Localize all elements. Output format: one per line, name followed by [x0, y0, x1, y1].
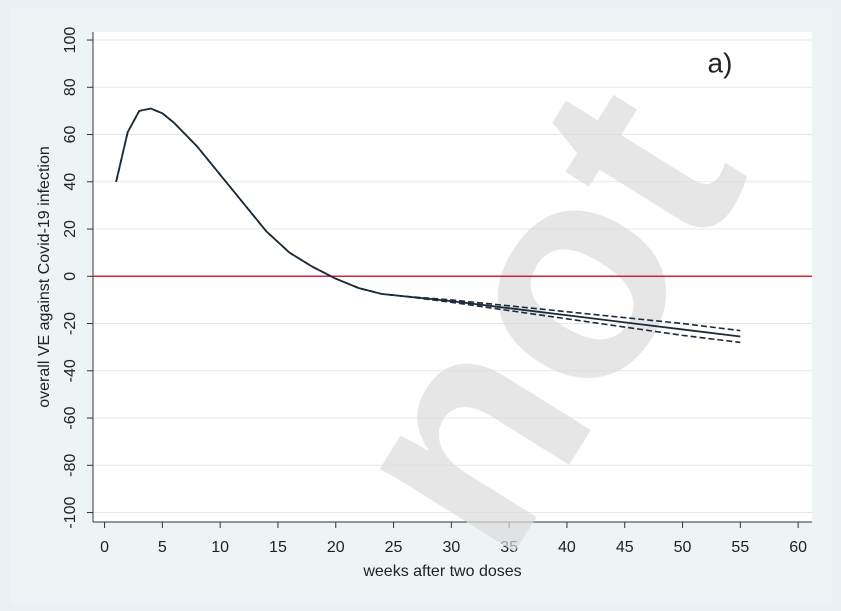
x-tick-label: 0 [100, 539, 109, 556]
y-tick-label: -80 [62, 454, 79, 477]
series-line [115, 107, 741, 344]
y-tick-label: 80 [62, 78, 79, 96]
x-tick-label: 5 [158, 539, 167, 556]
x-tick-label: 35 [500, 539, 518, 556]
x-tick-label: 60 [789, 539, 807, 556]
x-tick-label: 55 [731, 539, 749, 556]
x-tick-label: 40 [558, 539, 576, 556]
annotation: a) [708, 47, 733, 78]
y-axis-label: overall VE against Covid-19 infection [36, 146, 53, 407]
y-tick-label: -60 [62, 406, 79, 429]
y-tick-label: -20 [62, 312, 79, 335]
y-tick-label: 20 [62, 220, 79, 238]
x-tick-label: 45 [616, 539, 634, 556]
x-tick-label: 25 [385, 539, 403, 556]
x-axis-label: weeks after two doses [362, 563, 521, 580]
x-tick-label: 10 [211, 539, 229, 556]
y-tick-label: -100 [62, 496, 79, 528]
x-tick-label: 15 [269, 539, 287, 556]
y-tick-label: 0 [62, 272, 79, 281]
x-tick-label: 20 [327, 539, 345, 556]
y-tick-label: 100 [62, 27, 79, 54]
y-tick-label: 60 [62, 126, 79, 144]
y-tick-label: 40 [62, 173, 79, 191]
y-tick-label: -40 [62, 359, 79, 382]
x-tick-label: 50 [674, 539, 692, 556]
x-tick-label: 30 [442, 539, 460, 556]
